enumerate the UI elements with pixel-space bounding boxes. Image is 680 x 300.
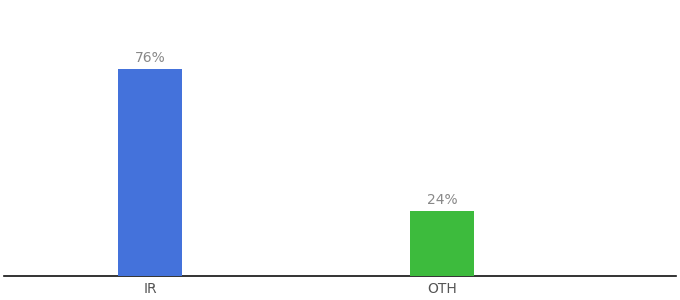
Bar — [118, 70, 182, 276]
Text: 24%: 24% — [427, 193, 458, 207]
Bar — [410, 211, 475, 276]
Text: 76%: 76% — [135, 51, 165, 65]
